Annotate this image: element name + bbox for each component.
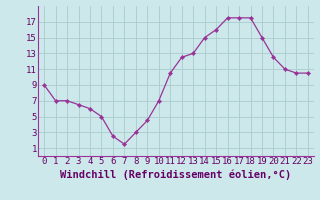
X-axis label: Windchill (Refroidissement éolien,°C): Windchill (Refroidissement éolien,°C) [60,169,292,180]
